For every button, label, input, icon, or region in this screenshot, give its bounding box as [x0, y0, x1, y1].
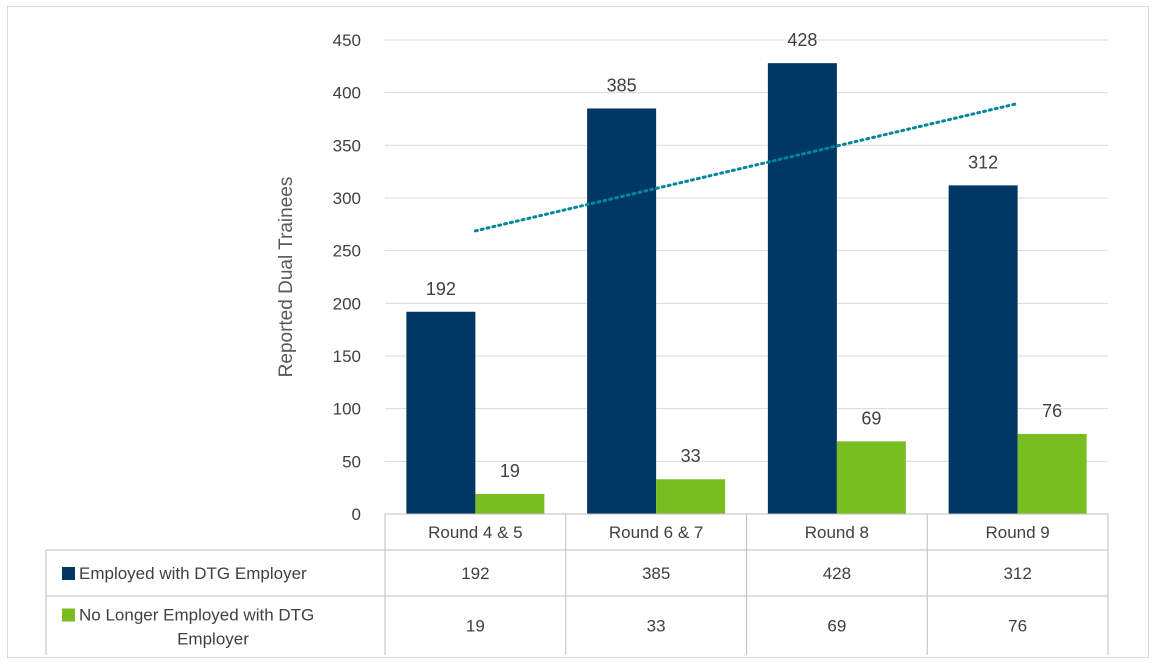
x-tick-label: Round 4 & 5 [428, 523, 523, 542]
data-table: Round 4 & 5 Round 6 & 7 Round 8 Round 9 Empl… [45, 513, 1109, 655]
x-tick-label: Round 8 [805, 523, 869, 542]
y-tick-label: 0 [352, 505, 361, 524]
y-tick-label: 400 [333, 84, 361, 103]
legend-label: No Longer Employed with DTG [79, 606, 314, 625]
bar [587, 108, 657, 514]
data-label: 33 [681, 446, 701, 466]
table-cell: 428 [823, 564, 851, 583]
y-tick-label: 250 [333, 242, 361, 261]
x-tick-label: Round 6 & 7 [609, 523, 704, 542]
bars [406, 63, 1087, 515]
legend-swatch [62, 567, 75, 580]
legend-label: Employer [177, 630, 249, 649]
data-labels: 192 385 428 312 19 33 69 76 [426, 30, 1062, 481]
table-cell: 19 [466, 617, 485, 636]
table-cell: 69 [827, 617, 846, 636]
y-axis-ticks: 0 50 100 150 200 250 300 350 400 450 [333, 31, 361, 524]
data-label: 312 [968, 152, 998, 172]
data-label: 69 [861, 408, 881, 428]
y-tick-label: 50 [342, 452, 361, 471]
y-tick-label: 200 [333, 294, 361, 313]
bar [767, 63, 837, 514]
y-tick-label: 350 [333, 136, 361, 155]
bar [656, 479, 726, 514]
legend-label: Employed with DTG Employer [79, 564, 307, 583]
trendline [473, 102, 1020, 233]
table-cell: 33 [647, 617, 666, 636]
bar [406, 311, 476, 514]
y-axis-title: Reported Dual Trainees [276, 177, 297, 378]
y-tick-label: 450 [333, 31, 361, 50]
trendline-line [473, 102, 1020, 233]
y-tick-label: 100 [333, 400, 361, 419]
y-tick-label: 150 [333, 347, 361, 366]
data-label: 19 [500, 461, 520, 481]
table-cell: 76 [1008, 617, 1027, 636]
y-tick-label: 300 [333, 189, 361, 208]
chart-frame [7, 6, 1149, 658]
data-label: 192 [426, 279, 456, 299]
bar [1017, 433, 1087, 514]
bar [836, 441, 906, 514]
bar [948, 185, 1018, 515]
x-tick-label: Round 9 [985, 523, 1049, 542]
table-cell: 192 [461, 564, 489, 583]
data-label: 428 [787, 30, 817, 50]
data-label: 385 [607, 75, 637, 95]
data-label: 76 [1042, 401, 1062, 421]
table-cell: 385 [642, 564, 670, 583]
legend-swatch [62, 608, 75, 622]
bar [475, 493, 545, 514]
table-cell: 312 [1003, 564, 1031, 583]
